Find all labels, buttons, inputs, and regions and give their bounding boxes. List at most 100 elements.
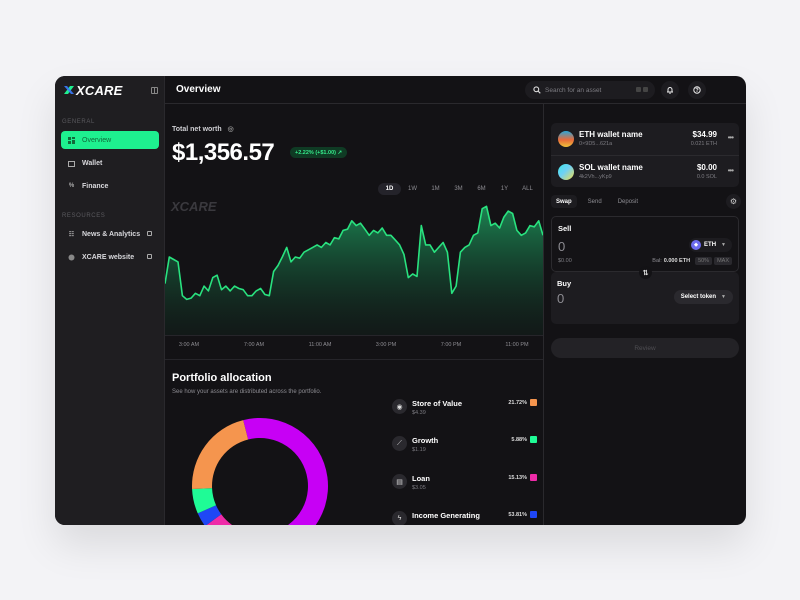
wallet-name: SOL wallet name — [579, 163, 643, 172]
allocation-value: $1.19 — [412, 447, 426, 453]
allocation-name: Growth — [412, 436, 439, 445]
tab-swap[interactable]: Swap — [551, 195, 577, 208]
x-tick: 3:00 AM — [178, 342, 200, 348]
buy-token-select[interactable]: Select token ▼ — [673, 290, 733, 304]
half-button[interactable]: 50% — [695, 257, 713, 265]
sell-label: Sell — [558, 224, 572, 233]
allocation-pct: 53.81% — [508, 512, 527, 518]
eye-icon[interactable]: ◎ — [227, 126, 234, 133]
app-window: XCARE GENERAL Overview Wallet % Finance … — [55, 76, 746, 525]
allocation-item-loan[interactable]: ▤ Loan $3.05 15.13% — [392, 474, 537, 504]
trend-icon: ⟋ — [392, 436, 407, 451]
allocation-name: Store of Value — [412, 399, 463, 408]
sidebar-item-finance[interactable]: % Finance — [61, 177, 159, 195]
top-bar: Overview Search for an asset — [165, 76, 746, 104]
swap-tabs: Swap Send Deposit — [551, 195, 649, 208]
brand-name: XCARE — [76, 82, 123, 98]
tab-deposit[interactable]: Deposit — [617, 198, 639, 205]
allocation-value: $4.39 — [412, 410, 426, 416]
wallet-avatar — [558, 131, 574, 147]
allocation-title: Portfolio allocation — [172, 372, 272, 384]
range-1w[interactable]: 1W — [408, 186, 417, 192]
search-icon — [533, 86, 541, 94]
coin-icon: ◉ — [392, 399, 407, 414]
buy-box: Buy 0 Select token ▼ — [551, 272, 739, 324]
allocation-name: Loan — [412, 474, 430, 483]
swap-arrows-icon: ⇅ — [642, 269, 649, 277]
search-placeholder: Search for an asset — [545, 86, 602, 94]
wallet-usd: $0.00 — [696, 163, 717, 172]
wallet-row-eth[interactable]: ETH wallet name 0×9D5...621a $34.99 0.02… — [551, 123, 739, 155]
wallet-amount: 0.021 ETH — [690, 141, 717, 147]
more-options-icon[interactable]: ••• — [727, 166, 734, 175]
sidebar: XCARE GENERAL Overview Wallet % Finance … — [55, 76, 165, 525]
page-title: Overview — [176, 84, 221, 95]
notifications-button[interactable] — [661, 81, 679, 99]
external-link-icon — [147, 254, 152, 259]
sell-token-select[interactable]: ◆ ETH ▼ — [689, 238, 732, 252]
allocation-pct: 5.88% — [511, 437, 527, 443]
max-button[interactable]: MAX — [714, 257, 732, 265]
allocation-subtitle: See how your assets are distributed acro… — [172, 389, 322, 395]
chart-x-axis: 3:00 AM 7:00 AM 11:00 AM 3:00 PM 7:00 PM… — [165, 335, 543, 360]
bolt-icon: ϟ — [392, 511, 407, 525]
sidebar-item-label: XCARE website — [82, 253, 135, 261]
sidebar-item-xcare-website[interactable]: XCARE website — [61, 248, 159, 266]
globe-icon — [68, 254, 75, 261]
networth-area-chart[interactable] — [165, 196, 543, 336]
sidebar-item-label: News & Analytics — [82, 230, 141, 238]
review-button[interactable]: Review — [551, 338, 739, 358]
wallet-usd: $34.99 — [692, 130, 717, 139]
wallet-address: 4k2Vh...yKp9 — [579, 174, 612, 180]
main-content: Total net worth ◎ $1,356.57 +2.22% (+$1.… — [165, 76, 543, 525]
wallet-amount: 0.0 SOL — [696, 174, 717, 180]
tab-send[interactable]: Send — [587, 198, 602, 205]
flip-direction-button[interactable]: ⇅ — [639, 266, 652, 279]
folder-icon — [68, 160, 75, 167]
range-1d[interactable]: 1D — [378, 183, 401, 195]
sell-balance: Bal: 0.000 ETH 50% MAX — [652, 257, 732, 265]
balance-value: 0.000 ETH — [663, 258, 691, 264]
grid-icon — [68, 136, 75, 144]
allocation-item-income-generating[interactable]: ϟ Income Generating 53.81% — [392, 511, 537, 525]
sell-amount-input[interactable]: 0 — [558, 239, 566, 254]
sidebar-item-news-analytics[interactable]: ☷ News & Analytics — [61, 225, 159, 243]
wallet-list: ETH wallet name 0×9D5...621a $34.99 0.02… — [551, 123, 739, 187]
x-tick: 11:00 PM — [505, 342, 529, 348]
token-symbol: ETH — [704, 242, 717, 248]
section-label-general: GENERAL — [62, 119, 95, 125]
collapse-sidebar-icon[interactable] — [151, 87, 158, 94]
allocation-item-growth[interactable]: ⟋ Growth $1.19 5.88% — [392, 436, 537, 466]
x-tick: 7:00 AM — [243, 342, 265, 348]
x-tick: 7:00 PM — [440, 342, 462, 348]
sell-box: Sell 0 $0.00 ◆ ETH ▼ Bal: 0.000 ETH 50% … — [551, 216, 739, 272]
chart-watermark: XCARE — [171, 199, 217, 214]
allocation-donut-chart[interactable] — [190, 416, 330, 525]
buy-amount-input[interactable]: 0 — [557, 291, 565, 306]
allocation-item-store-of-value[interactable]: ◉ Store of Value $4.39 21.72% — [392, 399, 537, 429]
eth-icon: ◆ — [691, 240, 702, 250]
range-all[interactable]: ALL — [522, 186, 533, 192]
sell-usd-value: $0.00 — [558, 258, 572, 264]
external-link-icon — [147, 231, 152, 236]
brand-logo[interactable]: XCARE — [63, 82, 123, 98]
range-3m[interactable]: 3M — [454, 186, 463, 192]
more-options-icon[interactable]: ••• — [727, 133, 734, 142]
range-1y[interactable]: 1Y — [500, 186, 509, 192]
allocation-pct: 21.72% — [508, 400, 527, 406]
search-input[interactable]: Search for an asset — [525, 81, 655, 99]
range-6m[interactable]: 6M — [477, 186, 486, 192]
settings-button[interactable]: ⚙ — [726, 194, 741, 209]
color-swatch — [530, 436, 537, 443]
x-tick: 3:00 PM — [375, 342, 397, 348]
news-icon: ☷ — [68, 231, 75, 238]
help-icon — [693, 86, 701, 94]
color-swatch — [530, 399, 537, 406]
wallet-row-sol[interactable]: SOL wallet name 4k2Vh...yKp9 $0.00 0.0 S… — [551, 155, 739, 187]
wallet-avatar — [558, 164, 574, 180]
range-1m[interactable]: 1M — [431, 186, 440, 192]
sidebar-item-wallet[interactable]: Wallet — [61, 154, 159, 172]
help-button[interactable] — [688, 81, 706, 99]
sidebar-item-overview[interactable]: Overview — [61, 131, 159, 149]
section-label-resources: RESOURCES — [62, 213, 106, 219]
